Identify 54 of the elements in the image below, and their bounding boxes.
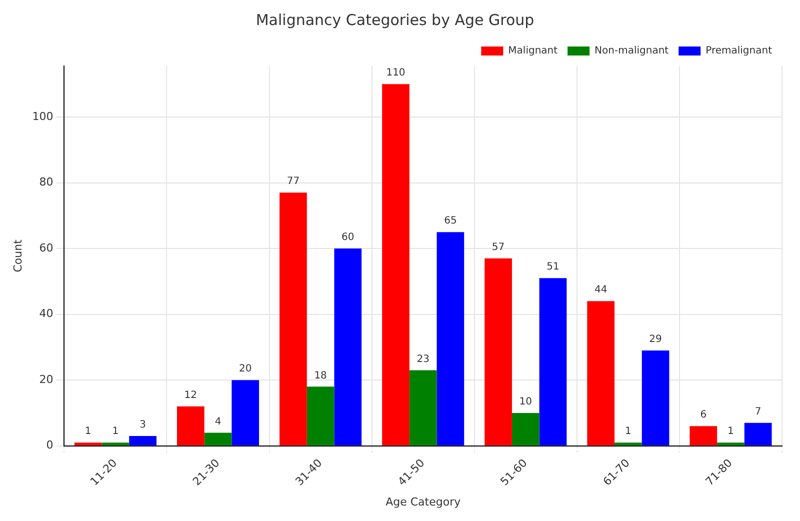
data-label: 29 [649, 334, 662, 346]
bar [306, 386, 334, 446]
data-label: 3 [140, 420, 146, 431]
data-label: 51 [546, 262, 560, 273]
data-label: 20 [238, 364, 252, 375]
legend-label: Non-malignant [594, 46, 669, 57]
y-tick-label: 40 [39, 307, 54, 320]
y-axis-title: Count [11, 238, 24, 272]
data-label: 18 [314, 370, 327, 382]
bar [102, 442, 130, 446]
bar [539, 278, 567, 446]
y-tick-label: 100 [32, 110, 54, 123]
bar [204, 432, 232, 446]
legend-label: Malignant [508, 46, 558, 57]
data-label: 60 [342, 232, 354, 244]
bar [409, 370, 437, 446]
y-tick-label: 80 [39, 176, 54, 189]
data-label: 12 [184, 390, 198, 401]
bar [334, 248, 362, 446]
data-label: 110 [386, 68, 406, 79]
bar [512, 412, 540, 446]
bar [176, 406, 204, 446]
data-label: 65 [444, 216, 457, 227]
data-label: 1 [728, 426, 734, 438]
data-label: 6 [700, 410, 707, 421]
bar [280, 192, 307, 446]
data-label: 1 [624, 426, 632, 438]
y-tick-label: 0 [46, 438, 54, 452]
data-label: 57 [492, 242, 505, 253]
bar [642, 350, 670, 446]
data-label: 1 [84, 426, 92, 438]
y-tick-label: 20 [39, 372, 54, 386]
data-label: 1 [112, 426, 119, 438]
bar [744, 422, 772, 446]
data-label: 10 [519, 396, 532, 408]
bar [232, 380, 260, 446]
x-axis-title: Age Category [386, 495, 462, 508]
bar [484, 258, 512, 446]
bar [690, 426, 718, 446]
bar [587, 301, 615, 446]
bar [382, 84, 410, 446]
bar [74, 442, 102, 446]
data-label: 77 [286, 176, 300, 188]
chart-title: Malignancy Categories by Age Group [256, 10, 534, 29]
bar [614, 442, 642, 446]
data-label: 7 [754, 406, 762, 418]
data-label: 4 [214, 416, 222, 428]
data-label: 44 [594, 284, 608, 296]
bar [129, 436, 156, 446]
y-tick-label: 60 [39, 241, 54, 254]
bar [436, 232, 464, 446]
legend-label: Premalignant [706, 46, 772, 57]
data-label: 23 [416, 354, 430, 365]
bar [717, 442, 744, 446]
